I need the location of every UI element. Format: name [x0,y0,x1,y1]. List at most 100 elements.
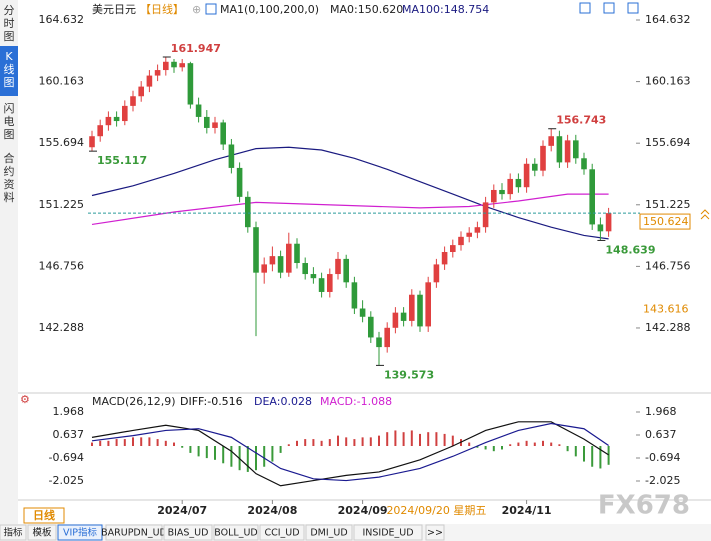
annotation: 155.117 [97,154,147,167]
macd-bar [246,446,249,472]
tab-label[interactable]: DMI_UD [310,528,347,539]
candle-body [89,136,95,148]
tab-label[interactable]: INSIDE_UD [362,528,413,539]
candle-body [179,63,185,68]
macd-bar [345,437,348,447]
macd-bar [263,446,266,467]
macd-bar [107,440,110,447]
candle-body [294,243,300,264]
candle-body [523,163,530,188]
candle-body [376,337,382,348]
macd-bar [230,446,233,467]
tab[interactable] [57,524,103,541]
macd-bar [476,446,479,448]
tab[interactable] [0,524,27,541]
tool-icon[interactable] [603,2,615,14]
candle-body [499,189,505,195]
macd-bar [369,437,372,447]
tab-label[interactable]: BIAS_UD [168,528,209,539]
macd-bar [607,446,610,465]
period-tag-box[interactable] [23,507,65,524]
candle-body [351,282,358,309]
macd-bar [591,446,594,467]
sidebar-tab[interactable]: 合约资料 [4,151,15,204]
line-series [91,193,609,226]
tab[interactable] [425,524,445,541]
candle-body [605,213,612,232]
candle-body [130,96,136,106]
tab[interactable] [259,524,305,541]
y-tick-label: 164.632 [645,13,691,26]
macd-bar [214,446,216,460]
tab-label[interactable]: BOLL_UD [214,528,257,539]
macd-bar [410,430,413,447]
macd-bar [443,433,446,447]
tab[interactable] [27,524,57,541]
ma-icon[interactable] [205,3,217,15]
tab[interactable] [105,524,163,541]
candle-body [187,63,194,105]
y-tick-label: 151.225 [645,198,691,211]
candle-body [171,61,177,68]
cursor-date: 2024/09/20 星期五 [386,504,486,517]
ma100-label: MA100:148.754 [402,3,489,16]
candle-body [146,75,153,87]
sidebar-tab[interactable]: 分时图 [4,4,15,43]
candle-body [359,308,366,317]
watermark: FX678 [598,491,690,521]
macd-bar [419,433,421,447]
tab-label[interactable]: 模板 [32,527,52,539]
tab[interactable] [353,524,423,541]
tab-label[interactable]: VIP指标 [63,527,98,539]
price-arrow [700,209,710,220]
macd-bar [378,435,380,447]
indicator: MA1(0,100,200,0) [220,3,319,16]
macd-bar [451,435,454,447]
tool-icon[interactable] [627,2,639,14]
y-tick-label: 142.288 [39,321,85,334]
candle-body [384,327,390,348]
candle-body [532,163,538,171]
tab-label[interactable]: BARUPDN_UD [101,528,167,539]
macd-bar [361,437,364,447]
candle-body [327,274,333,292]
diff-label: DIFF:-0.516 [180,395,243,408]
macd-bar [287,444,290,447]
sidebar-tab[interactable]: K 线图 [4,50,15,89]
period-tag[interactable]: 日线 [33,508,55,522]
macd-bar [435,432,438,447]
macd-bar [427,432,430,447]
macd-bar [132,437,134,447]
tool-icon[interactable] [579,2,591,14]
tab[interactable] [305,524,353,541]
candle-body [400,312,407,321]
macd-gear[interactable]: ⚙ [20,393,30,406]
candle-body [220,122,226,145]
candle-body [556,136,563,163]
candle-body [212,122,218,128]
gear[interactable]: ⊕ [192,3,201,16]
y-tick-label: 155.694 [645,136,691,149]
tab-label[interactable]: 指标 [3,527,23,539]
candle-body [228,144,235,168]
macd-bar [173,442,175,447]
tab[interactable] [163,524,213,541]
macd-bar [304,439,307,447]
candle-body [318,278,325,292]
candle-body [491,189,497,203]
y-tick-label: 151.225 [39,198,85,211]
tab-label[interactable]: >> [427,528,443,539]
y-tick-label: 0.637 [53,428,85,441]
tab[interactable] [213,524,259,541]
macd-bar [517,442,520,447]
sidebar-tab[interactable]: 闪电图 [4,101,15,141]
tab-label[interactable]: CCI_UD [264,528,299,539]
candle-body [253,227,259,273]
active-tab [0,46,18,96]
macd-bar [148,437,151,447]
candle-body [450,245,456,252]
macd-bar [525,440,528,447]
annotation: 139.573 [384,368,434,381]
x-tick-label: 2024/08 [247,504,297,517]
